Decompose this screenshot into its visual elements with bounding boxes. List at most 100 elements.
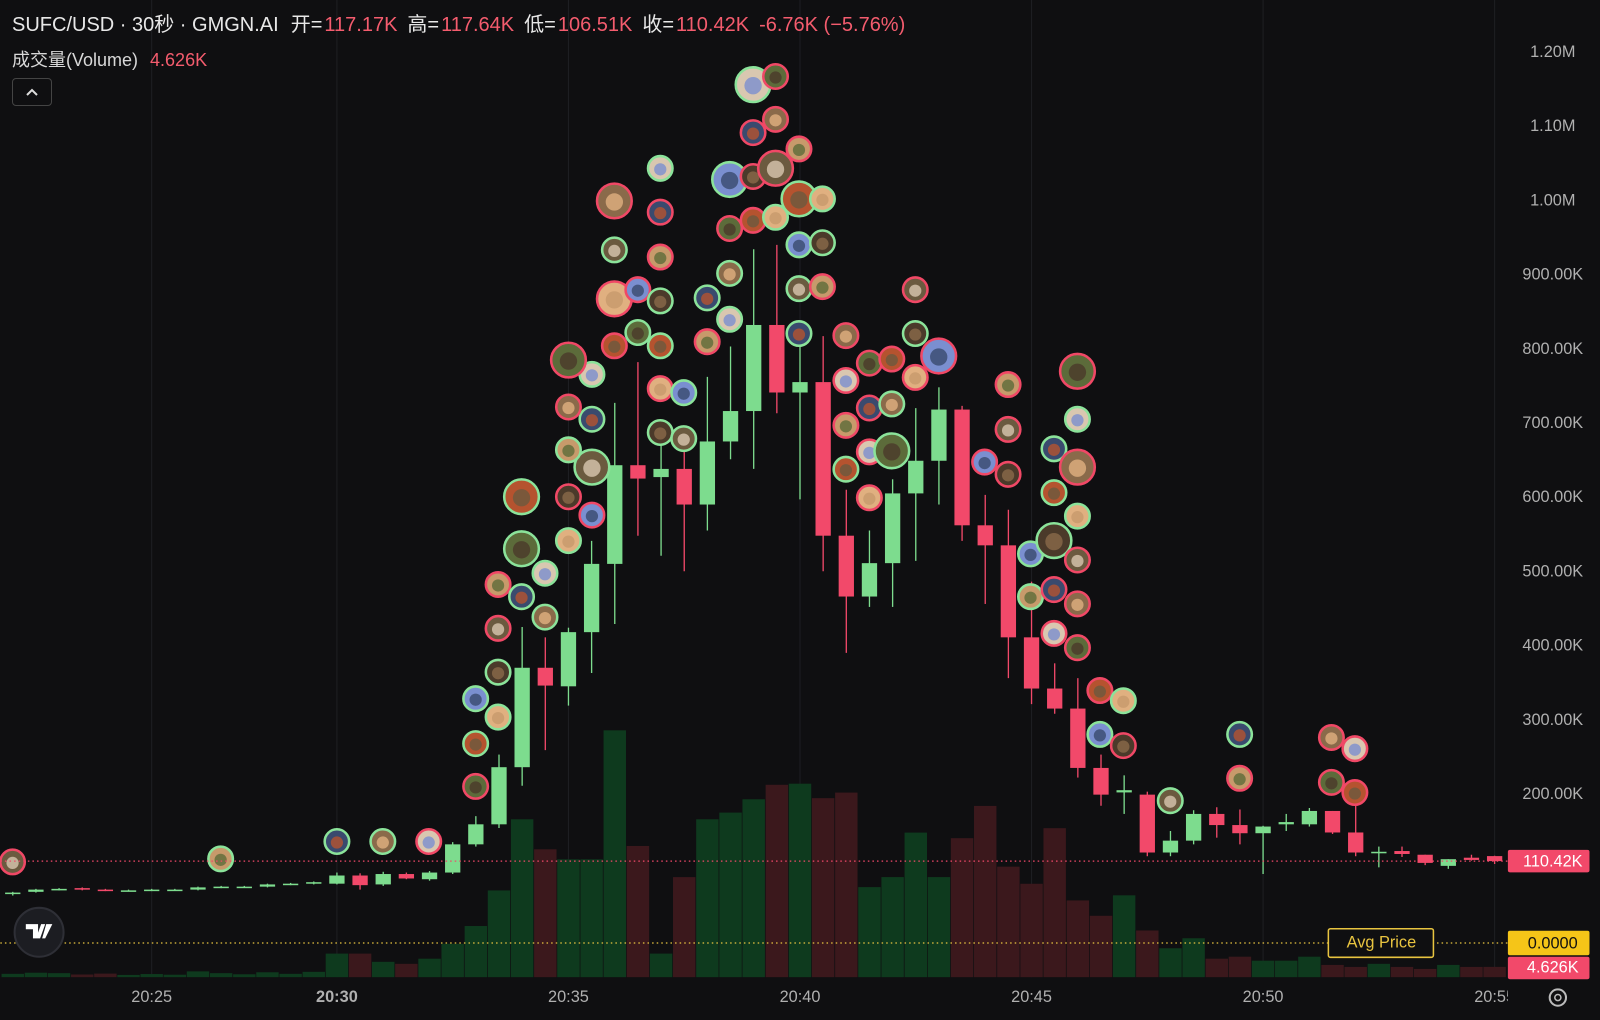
avatar-face (909, 328, 922, 341)
volume-value: 4.626K (150, 50, 208, 70)
avatar-face (839, 464, 853, 477)
avatar-face (769, 114, 782, 127)
candle-body (699, 441, 716, 505)
candle-body (746, 324, 762, 412)
candle-body (236, 886, 252, 889)
volume-bar (24, 972, 48, 978)
last-price-label: 110.42K (1523, 852, 1583, 870)
volume-bar (1460, 966, 1483, 978)
avatar-face (744, 77, 762, 95)
close-key: 收= (642, 14, 675, 36)
high-key: 高= (407, 14, 440, 36)
volume-bar (742, 799, 765, 978)
volume-bar (811, 798, 835, 978)
volume-bar (626, 845, 650, 978)
avatar-face (376, 836, 389, 849)
candle-body (306, 882, 322, 884)
volume-bar (858, 887, 881, 978)
candle-body (1185, 813, 1202, 841)
avg-price-label: 0.0000 (1528, 934, 1578, 952)
volume-bar (256, 972, 279, 978)
avatar-face (701, 292, 714, 305)
candle-body (1209, 813, 1225, 826)
candle-body (769, 324, 785, 393)
avatar-face (766, 160, 785, 178)
volume-bar (1367, 963, 1391, 978)
volume-bar (974, 805, 997, 978)
volume-bar (835, 792, 858, 978)
avatar-face (769, 71, 782, 84)
avatar-face (538, 568, 552, 581)
volume-bar (997, 866, 1020, 978)
avatar-face (654, 251, 667, 265)
volume-box (1507, 956, 1590, 980)
avatar-face (863, 358, 876, 371)
avatar-face (1047, 443, 1061, 456)
candle-body (908, 460, 924, 494)
volume-bar (1182, 938, 1205, 978)
volume-bar (1020, 883, 1043, 978)
avatar-face (1047, 487, 1061, 500)
volume-bar (94, 973, 117, 978)
candle-body (792, 382, 808, 393)
avatar-face (720, 171, 739, 190)
avatar-face (6, 856, 19, 870)
volume-bar (673, 877, 696, 978)
candle-body (954, 409, 970, 526)
candle-body (931, 409, 947, 461)
avatar-face (746, 127, 760, 140)
chevron (26, 88, 38, 96)
y-tick-label: 900.00K (1522, 266, 1583, 284)
volume-bar (719, 812, 742, 978)
avatar-face (1047, 584, 1061, 597)
volume-bar (1344, 966, 1367, 978)
y-tick-label: 500.00K (1522, 562, 1583, 580)
avatar-face (491, 667, 505, 680)
volume-bar (1390, 966, 1414, 978)
avatar-face (816, 237, 829, 250)
avatar-face (816, 281, 829, 294)
y-tick-label: 800.00K (1522, 340, 1583, 358)
candle-body (583, 563, 600, 633)
settings-button[interactable] (1548, 988, 1568, 1007)
avatar-face (469, 738, 482, 751)
avatar-face (930, 348, 948, 366)
volume-bar (927, 877, 951, 978)
candle-body (1440, 859, 1456, 866)
avatar-face (654, 340, 667, 353)
volume-bar (117, 974, 140, 978)
candle-body (676, 468, 692, 505)
volume-name: 成交量(Volume) (12, 50, 139, 70)
avatar-face (585, 510, 599, 523)
collapse-button[interactable] (12, 78, 52, 106)
avatar-face (839, 330, 853, 343)
avatar-face (1024, 591, 1037, 604)
y-tick-label: 600.00K (1522, 488, 1583, 506)
candle-body (1162, 840, 1179, 853)
volume-bar (1205, 958, 1228, 978)
candle-body (838, 535, 854, 597)
y-tick-label: 700.00K (1522, 414, 1583, 432)
volume-bar (47, 973, 71, 978)
y-tick-label: 1.10M (1530, 117, 1575, 135)
volume-bar (1043, 828, 1066, 978)
x-axis: 20:25 20:30 20:35 20:40 20:45 20:50 20:55 (131, 988, 1508, 1006)
avatar-face (559, 352, 578, 370)
overlay: 110.42K Avg Price 0.0000 4.626K (0, 849, 1590, 980)
avatar-face (1071, 511, 1084, 524)
volume-bar (186, 971, 210, 978)
avatar-face (631, 327, 644, 340)
volume-bar (1483, 966, 1506, 978)
candle-body (5, 892, 21, 895)
volume-bar (372, 961, 395, 978)
avg-price-box (1507, 930, 1590, 956)
y-tick-label: 300.00K (1522, 711, 1583, 729)
avatar-face (792, 328, 806, 341)
volume-bar (325, 953, 349, 978)
tradingview-logo[interactable] (13, 906, 65, 958)
candle-body (375, 874, 391, 885)
candle-body (1394, 851, 1410, 854)
volume-bar (904, 832, 927, 978)
avatar-face (883, 443, 901, 461)
